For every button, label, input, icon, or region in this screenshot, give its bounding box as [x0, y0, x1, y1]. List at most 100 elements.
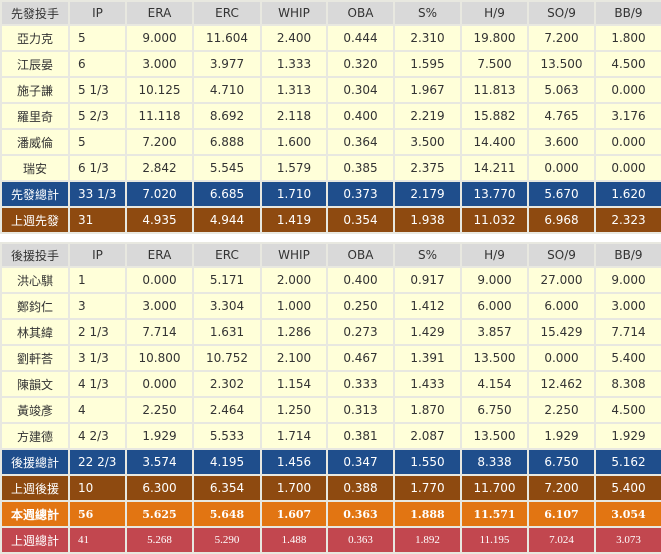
row-label: 方建德	[0, 422, 70, 450]
stat-cell: 6	[68, 50, 127, 78]
row-label: 亞力克	[0, 24, 70, 52]
row-label: 本週總計	[0, 500, 70, 528]
stat-cell: 0.347	[326, 448, 395, 476]
table-row: 方建德 4 2/3 1.929 5.533 1.714 0.381 2.087 13.500 1…	[0, 422, 661, 450]
stat-cell: 11.118	[125, 102, 194, 130]
stat-cell: 12.462	[527, 370, 596, 398]
stat-cell: 0.000	[527, 154, 596, 182]
row-label: 後援投手	[0, 242, 70, 268]
stat-cell: 1.967	[393, 76, 462, 104]
stat-cell: 3.574	[125, 448, 194, 476]
row-label: 劉軒荅	[0, 344, 70, 372]
stat-cell: 0.000	[594, 128, 661, 156]
stat-cell: 0.363	[326, 526, 395, 554]
stat-cell: 1.154	[260, 370, 328, 398]
table-row: 洪心騏 1 0.000 5.171 2.000 0.400 0.917 9.000 27.000…	[0, 266, 661, 294]
stat-cell: 27.000	[527, 266, 596, 294]
stat-cell: 1.419	[260, 206, 328, 234]
stat-cell: 0.444	[326, 24, 395, 52]
stat-cell: 4 2/3	[68, 422, 127, 450]
table-row: 亞力克 5 9.000 11.604 2.400 0.444 2.310 19.800 7.20…	[0, 24, 661, 52]
stat-cell: 2.219	[393, 102, 462, 130]
stat-cell: 0.000	[125, 370, 194, 398]
stat-cell: 3.176	[594, 102, 661, 130]
stat-cell: 1.000	[260, 292, 328, 320]
stat-cell: 1.714	[260, 422, 328, 450]
stat-cell: 1.250	[260, 396, 328, 424]
stat-cell: 2.250	[125, 396, 194, 424]
relievers-table: 後援投手 IP ERA ERC WHIP OBA S% H/9 SO/9 BB/9 洪心騏 1 0.00…	[0, 242, 661, 554]
table-row: 陳韻文 4 1/3 0.000 2.302 1.154 0.333 1.433 4.154 12…	[0, 370, 661, 398]
stat-cell: 15.429	[527, 318, 596, 346]
stat-cell: 10	[68, 474, 127, 502]
stat-cell: S%	[393, 242, 462, 268]
stat-cell: SO/9	[527, 0, 596, 26]
stat-cell: 5.063	[527, 76, 596, 104]
stat-cell: 0.304	[326, 76, 395, 104]
stat-cell: 7.200	[527, 24, 596, 52]
stat-cell: 1.433	[393, 370, 462, 398]
row-label: 先發投手	[0, 0, 70, 26]
stat-cell: 5.400	[594, 474, 661, 502]
stat-cell: 33 1/3	[68, 180, 127, 208]
table-row: 潘威倫 5 7.200 6.888 1.600 0.364 3.500 14.400 3.600…	[0, 128, 661, 156]
stat-cell: 4.710	[192, 76, 262, 104]
stat-cell: 14.211	[460, 154, 529, 182]
stat-cell: 3.600	[527, 128, 596, 156]
stat-cell: 7.714	[594, 318, 661, 346]
stat-cell: 1.286	[260, 318, 328, 346]
stat-cell: 4.500	[594, 396, 661, 424]
stat-cell: 1.700	[260, 474, 328, 502]
table-row: 鄭鈞仁 3 3.000 3.304 1.000 0.250 1.412 6.000 6.000 3…	[0, 292, 661, 320]
stat-cell: 5	[68, 128, 127, 156]
stat-cell: 0.000	[594, 76, 661, 104]
stat-cell: 6.685	[192, 180, 262, 208]
stat-cell: 15.882	[460, 102, 529, 130]
stat-cell: 4.765	[527, 102, 596, 130]
stat-cell: 1.456	[260, 448, 328, 476]
stat-cell: 7.500	[460, 50, 529, 78]
stat-cell: 8.692	[192, 102, 262, 130]
stat-cell: BB/9	[594, 242, 661, 268]
stat-cell: 1.488	[260, 526, 328, 554]
stat-cell: 6.750	[460, 396, 529, 424]
stat-cell: 1	[68, 266, 127, 294]
stat-cell: 56	[68, 500, 127, 528]
row-label: 洪心騏	[0, 266, 70, 294]
starters-table: 先發投手 IP ERA ERC WHIP OBA S% H/9 SO/9 BB/9 亞力克 5 9.00…	[0, 0, 661, 234]
stat-cell: 0.313	[326, 396, 395, 424]
stat-cell: 0.273	[326, 318, 395, 346]
stat-cell: 9.000	[594, 266, 661, 294]
row-label: 先發總計	[0, 180, 70, 208]
row-label: 上週總計	[0, 526, 70, 554]
row-label: 瑞安	[0, 154, 70, 182]
stat-cell: H/9	[460, 242, 529, 268]
stat-cell: 2.087	[393, 422, 462, 450]
stat-cell: 6.107	[527, 500, 596, 528]
stat-cell: 5.625	[125, 500, 194, 528]
stat-cell: 0.250	[326, 292, 395, 320]
stat-cell: WHIP	[260, 0, 328, 26]
stat-cell: 0.400	[326, 266, 395, 294]
stat-cell: 1.892	[393, 526, 462, 554]
stat-cell: 1.313	[260, 76, 328, 104]
stat-cell: 1.938	[393, 206, 462, 234]
stat-cell: 5.400	[594, 344, 661, 372]
row-label: 陳韻文	[0, 370, 70, 398]
starters-total-row: 先發總計 33 1/3 7.020 6.685 1.710 0.373 2.179 13.77…	[0, 180, 661, 208]
stat-cell: 4.935	[125, 206, 194, 234]
stat-cell: 1.929	[527, 422, 596, 450]
last-week-total-row: 上週總計 41 5.268 5.290 1.488 0.363 1.892 11.195 7.0…	[0, 526, 661, 554]
stat-cell: 5 1/3	[68, 76, 127, 104]
stat-cell: 7.714	[125, 318, 194, 346]
stat-cell: 4.944	[192, 206, 262, 234]
stat-cell: 2.323	[594, 206, 661, 234]
table-row: 施子謙 5 1/3 10.125 4.710 1.313 0.304 1.967 11.813…	[0, 76, 661, 104]
stat-cell: 3	[68, 292, 127, 320]
stat-cell: 5.171	[192, 266, 262, 294]
stat-cell: OBA	[326, 0, 395, 26]
stat-cell: 13.500	[460, 344, 529, 372]
row-label: 江辰晏	[0, 50, 70, 78]
stat-cell: IP	[68, 242, 127, 268]
